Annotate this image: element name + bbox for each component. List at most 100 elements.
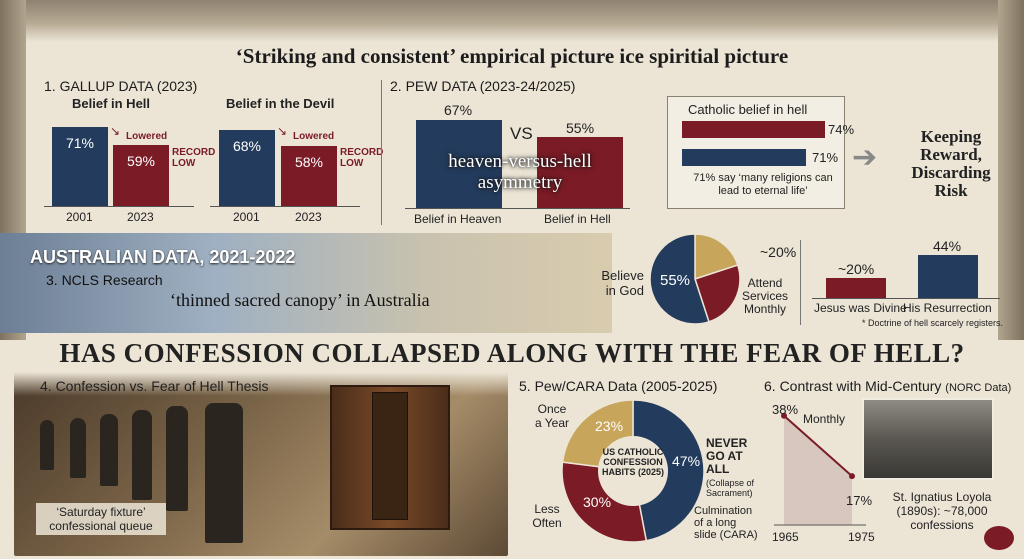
hell-bar (537, 137, 623, 208)
never-value: 47% (672, 453, 701, 469)
catholic-bar-74 (682, 121, 825, 138)
resurrection-bar (918, 255, 978, 298)
pew-axis (405, 208, 630, 209)
cara-center-label: US CATHOLIC CONFESSION HABITS (2025) (601, 447, 664, 477)
norc-point-1965 (781, 412, 787, 419)
queue-figure (132, 410, 152, 500)
hell-chart-title: Belief in Hell (72, 96, 151, 111)
queue-caption: ‘Saturday fixture’ confessional queue (36, 503, 166, 535)
catholic-value-74: 74% (828, 122, 855, 137)
divine-bar (826, 278, 886, 298)
hell-2023-bar: 59% (113, 145, 169, 206)
hell-2023-label: 2023 (127, 210, 154, 224)
divine-label: Jesus was Divine (814, 301, 907, 315)
norc-line (783, 415, 853, 477)
pew-heading: 2. PEW DATA (2023-24/2025) (390, 78, 576, 94)
never-label: NEVER GO AT ALL (706, 436, 748, 476)
norc-end-value: 17% (846, 493, 873, 508)
once-value: 23% (595, 418, 624, 434)
cara-donut (561, 399, 705, 543)
norc-heading-note: (NORC Data) (945, 382, 1012, 394)
queue-figure (205, 403, 243, 543)
culmination-label: Culmination of a long slide (CARA) (694, 505, 758, 541)
confessional-door (372, 392, 408, 520)
norc-x-start: 1965 (772, 530, 799, 544)
devil-2001-bar: 68% (219, 130, 275, 206)
norc-point-1975 (849, 473, 855, 480)
less-label: Less Often (532, 502, 562, 530)
australia-banner (0, 233, 612, 333)
decorative-frame-top (0, 0, 1024, 42)
vs-label: VS (510, 124, 533, 143)
pie-slice-20 (694, 233, 739, 281)
keeping-reward-label: Keeping Reward, Discarding Risk (911, 127, 991, 200)
devil-2023-label: 2023 (295, 210, 322, 224)
confession-heading: 4. Confession vs. Fear of Hell Thesis (40, 378, 269, 394)
logo-icon (984, 526, 1014, 550)
hell-arrow-note: Lowered (126, 131, 168, 142)
devil-2001-value: 68% (232, 138, 262, 154)
pie-center-value: 55% (660, 272, 691, 289)
norc-start-label: Monthly (803, 412, 846, 426)
catholic-bar-71 (682, 149, 806, 166)
australia-pie (649, 233, 741, 325)
norc-heading-main: 6. Contrast with Mid-Century (764, 378, 942, 394)
divider (800, 240, 801, 325)
heaven-label: Belief in Heaven (414, 212, 502, 226)
norc-area (784, 415, 852, 525)
asymmetry-overlay: heaven-versus-hell asymmetry (448, 151, 592, 193)
heaven-bar (416, 120, 502, 208)
australia-axis (812, 298, 1000, 299)
queue-figure (40, 420, 54, 470)
heaven-value: 67% (444, 102, 473, 118)
divine-value: ~20% (838, 261, 875, 277)
curved-arrow-icon: ↘ (110, 124, 121, 138)
norc-heading: 6. Contrast with Mid-Century (NORC Data) (764, 378, 1011, 394)
catholic-title: Catholic belief in hell (688, 102, 808, 117)
once-label: Once a Year (534, 402, 570, 430)
devil-2023-value: 58% (294, 154, 324, 170)
less-value: 30% (583, 494, 612, 510)
headline: HAS CONFESSION COLLAPSED ALONG WITH THE … (59, 338, 965, 368)
australia-heading: AUSTRALIAN DATA, 2021-2022 (30, 247, 296, 267)
devil-2023-bar: 58% (281, 146, 337, 206)
hell-value: 55% (566, 120, 595, 136)
norc-x-end: 1975 (848, 530, 875, 544)
loyola-note: St. Ignatius Loyola (1890s): ~78,000 con… (892, 490, 992, 532)
hell-2001-label: 2001 (66, 210, 93, 224)
resurrection-label: His Resurrection (903, 301, 992, 315)
right-arrow-icon: ➔ (852, 141, 878, 174)
queue-figure (166, 406, 188, 511)
norc-start-value: 38% (772, 402, 799, 417)
norc-line-chart (774, 412, 866, 526)
hell-2001-value: 71% (65, 135, 95, 151)
approx-20-label: ~20% (760, 244, 797, 260)
believe-label: Believe in God (601, 268, 644, 298)
hell-2001-bar: 71% (52, 127, 108, 206)
devil-2001-label: 2001 (233, 210, 260, 224)
gallup-heading: 1. GALLUP DATA (2023) (44, 78, 198, 94)
hell-label: Belief in Hell (544, 212, 611, 226)
hell-axis (44, 206, 194, 207)
catholic-value-71: 71% (812, 150, 839, 165)
devil-axis (210, 206, 360, 207)
sacred-canopy-quote: ‘thinned sacred canopy’ in Australia (170, 290, 430, 310)
donut-hole (598, 436, 668, 506)
divider (381, 80, 382, 225)
attend-label: Attend Services Monthly (741, 276, 788, 316)
catholic-note: 71% say ‘many religions can lead to eter… (693, 172, 833, 197)
devil-record-low: RECORD LOW (340, 147, 384, 169)
hell-record-low: RECORD LOW (172, 147, 216, 169)
resurrection-value: 44% (933, 238, 962, 254)
church-crowd-photo (862, 398, 994, 480)
decorative-column-right (998, 0, 1024, 340)
ncls-subheading: 3. NCLS Research (46, 272, 163, 288)
page-title: ‘Striking and consistent’ empirical pict… (235, 44, 789, 68)
donut-slice-never (632, 399, 705, 542)
never-note: (Collapse of Sacrament) (706, 478, 755, 498)
cara-heading: 5. Pew/CARA Data (2005-2025) (519, 378, 718, 394)
curved-arrow-icon: ↘ (277, 124, 288, 138)
hell-footnote: * Doctrine of hell scarcely registers. (862, 318, 1004, 328)
pie-slice-believe (649, 233, 710, 325)
queue-figure (100, 414, 118, 486)
